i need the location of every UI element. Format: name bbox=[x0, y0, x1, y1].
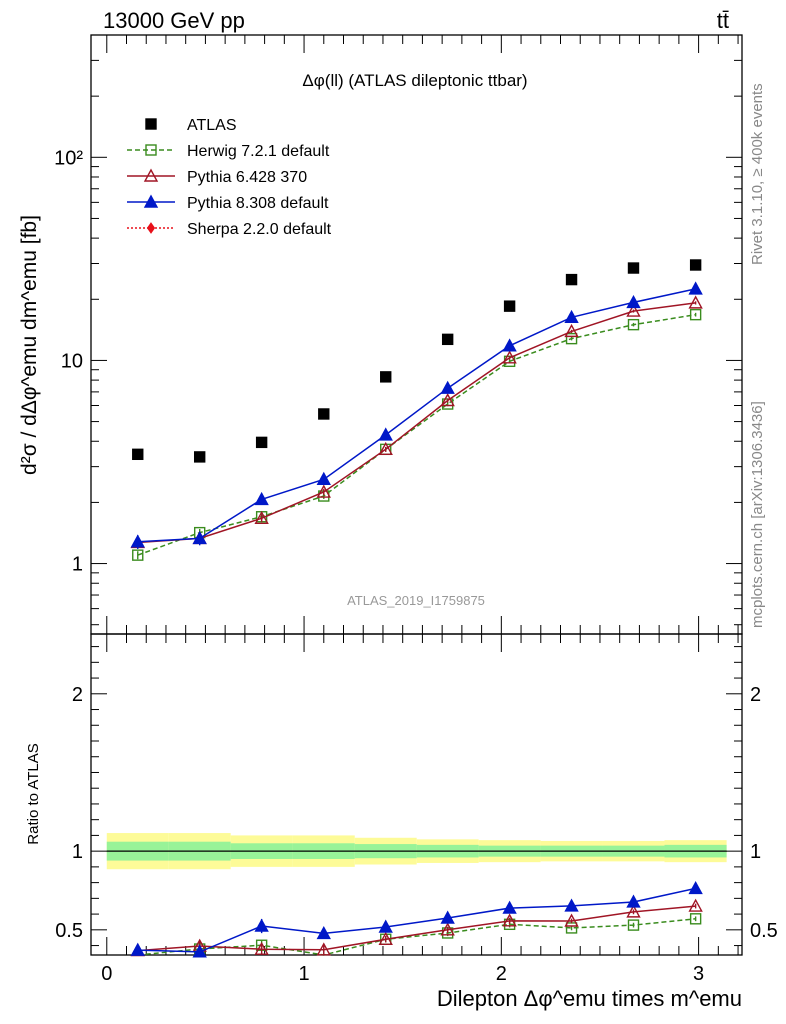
data-point bbox=[689, 308, 702, 321]
data-point bbox=[688, 281, 703, 295]
ratio-frame bbox=[90, 633, 743, 956]
data-point bbox=[626, 904, 641, 918]
data-point bbox=[502, 900, 517, 914]
data-point bbox=[254, 941, 269, 955]
data-point bbox=[626, 303, 641, 317]
data-point bbox=[192, 944, 207, 958]
series-line bbox=[137, 288, 696, 543]
legend-label: ATLAS bbox=[187, 117, 237, 134]
data-point bbox=[441, 333, 454, 346]
data-point bbox=[688, 898, 703, 912]
data-point bbox=[626, 294, 641, 309]
header-right: tt̄ bbox=[717, 8, 729, 33]
data-point bbox=[380, 371, 392, 383]
data-point bbox=[440, 910, 455, 924]
main-y-tick-label: 10² bbox=[54, 147, 83, 169]
data-point bbox=[132, 448, 144, 461]
series-line bbox=[137, 918, 696, 956]
data-point bbox=[503, 300, 516, 312]
legend-marker bbox=[143, 168, 159, 182]
ratio-y-tick-label: 1 bbox=[72, 841, 83, 863]
data-point bbox=[688, 880, 703, 895]
legend-label: Pythia 8.308 default bbox=[187, 195, 329, 212]
main-y-tick-label: 1 bbox=[72, 554, 83, 576]
data-point bbox=[378, 427, 393, 441]
data-point bbox=[440, 393, 455, 407]
main-y-tick-label: 10 bbox=[61, 350, 83, 372]
main-y-axis-label: d²σ / dΔφ^emu dm^emu [fb] bbox=[18, 215, 41, 475]
ratio-panel: 0 1 2 3 0.5 0.5 1 1 2 2 bbox=[55, 633, 778, 985]
data-point bbox=[318, 408, 330, 420]
ratio-y-tick-label: 2 bbox=[72, 684, 83, 706]
data-point bbox=[316, 925, 331, 940]
data-point bbox=[564, 323, 579, 338]
data-point bbox=[564, 913, 579, 927]
x-tick-label: 2 bbox=[496, 963, 507, 985]
data-point bbox=[565, 273, 578, 286]
legend-marker bbox=[145, 118, 157, 130]
data-point bbox=[502, 913, 517, 927]
data-point bbox=[627, 318, 640, 331]
data-point bbox=[255, 436, 268, 449]
data-point bbox=[254, 918, 269, 932]
x-tick-label: 3 bbox=[693, 963, 704, 985]
header-left: 13000 GeV pp bbox=[103, 8, 245, 33]
data-point bbox=[502, 350, 517, 364]
data-point bbox=[316, 471, 331, 485]
legend: ATLAS Herwig 7.2.1 default Pythia 6.428 37… bbox=[127, 117, 332, 238]
ratio-y-axis-label: Ratio to ATLAS bbox=[25, 743, 42, 844]
data-point bbox=[440, 922, 455, 936]
watermark: ATLAS_2019_I1759875 bbox=[347, 593, 485, 608]
main-title: Δφ(ll) (ATLAS dileptonic ttbar) bbox=[302, 71, 527, 90]
legend-marker bbox=[146, 222, 156, 234]
data-point bbox=[627, 262, 640, 274]
ratio-y-tick-label: 0.5 bbox=[55, 920, 83, 942]
data-point bbox=[316, 942, 331, 956]
data-point bbox=[130, 534, 145, 548]
data-point bbox=[564, 898, 579, 912]
data-point bbox=[132, 549, 144, 561]
data-point bbox=[626, 894, 641, 908]
legend-label: Pythia 6.428 370 bbox=[187, 169, 307, 186]
legend-marker bbox=[145, 144, 157, 156]
data-point bbox=[378, 919, 393, 933]
legend-label: Sherpa 2.2.0 default bbox=[187, 221, 332, 238]
data-point bbox=[130, 942, 145, 956]
ratio-y-tick-label-right: 2 bbox=[750, 684, 761, 706]
main-panel: 1 10 10² bbox=[54, 34, 743, 635]
data-point bbox=[565, 332, 578, 345]
legend-marker bbox=[143, 194, 159, 208]
data-point bbox=[440, 380, 455, 394]
rivet-note: Rivet 3.1.10, ≥ 400k events bbox=[749, 83, 766, 265]
data-point bbox=[378, 931, 393, 945]
data-point bbox=[316, 484, 331, 498]
ratio-y-tick-label-right: 0.5 bbox=[750, 920, 778, 942]
x-tick-label: 1 bbox=[298, 963, 309, 985]
series-line bbox=[137, 887, 696, 953]
legend-label: Herwig 7.2.1 default bbox=[187, 143, 330, 160]
data-point bbox=[627, 919, 640, 931]
x-axis-label: Dilepton Δφ^emu times m^emu bbox=[437, 986, 742, 1011]
data-point bbox=[192, 530, 207, 545]
ratio-y-tick-label-right: 1 bbox=[750, 841, 761, 863]
data-point bbox=[254, 510, 269, 525]
x-tick-label: 0 bbox=[101, 963, 112, 985]
data-point bbox=[688, 295, 703, 309]
mcplots-note: mcplots.cern.ch [arXiv:1306.3436] bbox=[749, 401, 766, 628]
data-point bbox=[502, 338, 517, 352]
data-point bbox=[689, 913, 702, 925]
series-line bbox=[137, 313, 696, 556]
data-point bbox=[378, 441, 393, 456]
data-point bbox=[564, 309, 579, 324]
data-point bbox=[254, 491, 269, 506]
series-line bbox=[137, 302, 696, 544]
series-line bbox=[137, 905, 696, 952]
data-point bbox=[689, 259, 702, 271]
data-point bbox=[193, 451, 206, 463]
